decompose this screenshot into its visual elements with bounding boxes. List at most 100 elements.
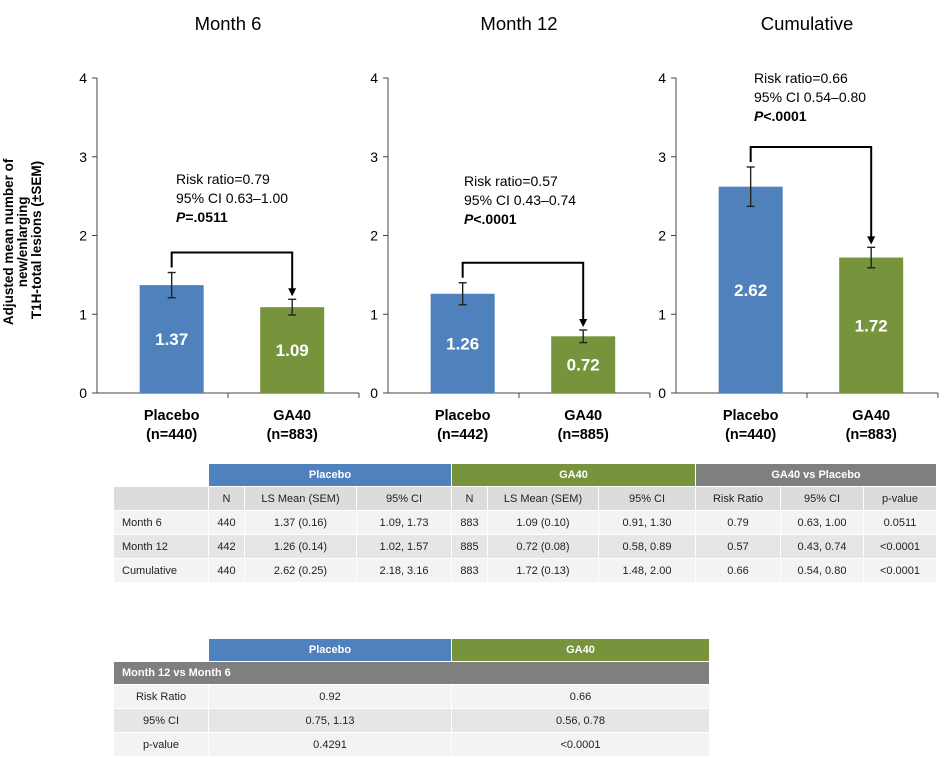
p-symbol: P — [176, 209, 186, 225]
bar-value-label: 1.72 — [855, 316, 888, 335]
placebo-group-header: Placebo — [208, 638, 452, 662]
table-cell: 0.63, 1.00 — [780, 510, 864, 535]
table-cell: 0.72 (0.08) — [487, 534, 599, 559]
risk-ratio-label: Risk ratio=0.66 — [754, 70, 848, 86]
table-cell: 1.37 (0.16) — [244, 510, 357, 535]
y-tick-label: 3 — [658, 149, 666, 165]
comparison-group-header: GA40 vs Placebo — [695, 463, 937, 487]
table-row: Risk Ratio 0.92 0.66 — [113, 684, 710, 709]
table-cell: 2.62 (0.25) — [244, 558, 357, 583]
table-cell: 440 — [208, 558, 245, 583]
ga40-bar — [260, 307, 325, 393]
p-value-label: P=.0511 — [176, 209, 228, 225]
placebo-bar — [718, 186, 783, 393]
y-tick-label: 2 — [370, 228, 378, 244]
confidence-interval-label: 95% CI 0.63–1.00 — [176, 190, 288, 206]
ga40-bar — [839, 257, 904, 393]
table-cell: <0.0001 — [863, 534, 937, 559]
risk-ratio-label: Risk ratio=0.57 — [464, 173, 558, 189]
comparison-bracket — [170, 251, 294, 295]
p-symbol: P — [464, 211, 474, 227]
table-cell: 442 — [208, 534, 245, 559]
comparison-bracket — [461, 261, 585, 325]
category-n-label: (n=442) — [437, 427, 488, 443]
placebo-bar — [139, 285, 204, 393]
ga40-group-header: GA40 — [451, 463, 696, 487]
category-n-label: (n=883) — [267, 427, 318, 443]
table-cell: <0.0001 — [451, 732, 710, 757]
section-header: Month 12 vs Month 6 — [113, 661, 710, 685]
panel-title: Month 6 — [195, 13, 262, 34]
row-label: Month 6 — [113, 510, 209, 535]
row-label: p-value — [113, 732, 209, 757]
category-n-label: (n=885) — [558, 427, 609, 443]
category-label: Placebo — [435, 408, 491, 424]
table-cell: 0.66 — [451, 684, 710, 709]
table-cell: 1.26 (0.14) — [244, 534, 357, 559]
month12-vs-month6-table: Placebo GA40 Month 12 vs Month 6 Risk Ra… — [113, 638, 710, 757]
p-value-label: P<.0001 — [754, 108, 807, 124]
column-header: 95% CI — [780, 486, 864, 511]
table-cell: 0.0511 — [863, 510, 937, 535]
row-label: Month 12 — [113, 534, 209, 559]
table-row: Month 6 440 1.37 (0.16) 1.09, 1.73 883 1… — [113, 510, 937, 535]
y-axis-title: Adjusted mean number of new/enlarging T1… — [1, 155, 44, 325]
column-header: p-value — [863, 486, 937, 511]
y-axis-title-line-1: Adjusted mean number of — [1, 158, 16, 325]
p-value-label: P<.0001 — [464, 211, 517, 227]
column-header: 95% CI — [356, 486, 452, 511]
bar-value-label: 1.26 — [446, 334, 479, 353]
table-cell: <0.0001 — [863, 558, 937, 583]
table-cell: 883 — [451, 558, 488, 583]
y-tick-label: 1 — [79, 306, 87, 322]
y-tick-label: 4 — [79, 70, 87, 86]
table-row: Cumulative 440 2.62 (0.25) 2.18, 3.16 88… — [113, 558, 937, 583]
y-tick-label: 1 — [658, 306, 666, 322]
table-cell: 885 — [451, 534, 488, 559]
table-cell: 0.43, 0.74 — [780, 534, 864, 559]
comparison-bracket — [749, 145, 873, 243]
table-cell: 0.92 — [208, 684, 452, 709]
column-header: Risk Ratio — [695, 486, 781, 511]
bar-value-label: 1.09 — [276, 341, 309, 360]
table-cell: 2.18, 3.16 — [356, 558, 452, 583]
y-tick-label: 4 — [658, 70, 666, 86]
table-cell: 0.57 — [695, 534, 781, 559]
table-row: Month 12 442 1.26 (0.14) 1.02, 1.57 885 … — [113, 534, 937, 559]
ga40-bar — [551, 336, 616, 393]
bar-value-label: 2.62 — [734, 281, 767, 300]
table-cell: 0.91, 1.30 — [598, 510, 696, 535]
results-table: Placebo GA40 GA40 vs Placebo N LS Mean (… — [113, 463, 937, 583]
table-cell: 0.58, 0.89 — [598, 534, 696, 559]
confidence-interval-label: 95% CI 0.54–0.80 — [754, 89, 866, 105]
y-tick-label: 2 — [79, 228, 87, 244]
column-header: N — [451, 486, 488, 511]
bar-charts: Adjusted mean number of new/enlarging T1… — [1, 13, 939, 443]
bracket-arrowhead — [867, 236, 876, 245]
table-cell: 883 — [451, 510, 488, 535]
ga40-group-header: GA40 — [451, 638, 710, 662]
table-cell: 1.48, 2.00 — [598, 558, 696, 583]
table-cell: 1.02, 1.57 — [356, 534, 452, 559]
table-cell: 0.54, 0.80 — [780, 558, 864, 583]
table-cell: 1.72 (0.13) — [487, 558, 599, 583]
column-header: LS Mean (SEM) — [487, 486, 599, 511]
y-tick-label: 0 — [79, 385, 87, 401]
table-cell: 0.79 — [695, 510, 781, 535]
table-cell: 1.09, 1.73 — [356, 510, 452, 535]
panel-title: Month 12 — [480, 13, 557, 34]
y-axis-title-line-3: T1H-total lesions (±SEM) — [29, 161, 44, 319]
confidence-interval-label: 95% CI 0.43–0.74 — [464, 192, 576, 208]
y-axis-title-line-2: new/enlarging — [15, 197, 30, 288]
category-label: GA40 — [273, 408, 311, 424]
table-row: p-value 0.4291 <0.0001 — [113, 732, 710, 757]
y-tick-label: 0 — [370, 385, 378, 401]
category-n-label: (n=440) — [146, 427, 197, 443]
row-label: Risk Ratio — [113, 684, 209, 709]
bar-value-label: 1.37 — [155, 330, 188, 349]
category-n-label: (n=883) — [846, 427, 897, 443]
y-tick-label: 3 — [79, 149, 87, 165]
risk-ratio-label: Risk ratio=0.79 — [176, 171, 270, 187]
p-value-number: =.0511 — [185, 209, 228, 225]
table-cell: 440 — [208, 510, 245, 535]
